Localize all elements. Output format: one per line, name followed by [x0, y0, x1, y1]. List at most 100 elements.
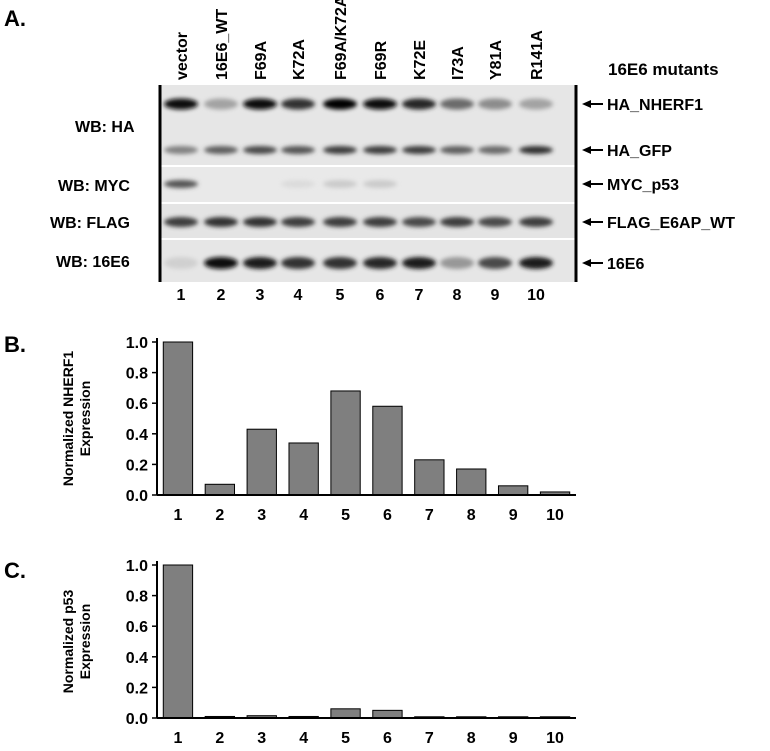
- y-tick-label: 0.4: [126, 427, 148, 444]
- x-tick-label: 4: [299, 730, 308, 747]
- x-tick-label: 7: [425, 730, 434, 747]
- bar: [456, 468, 487, 496]
- x-tick-label: 8: [467, 507, 476, 524]
- lane-number: 6: [376, 287, 385, 304]
- x-tick-label: 9: [509, 730, 518, 747]
- bar: [414, 459, 445, 496]
- x-tick-label: 6: [383, 730, 392, 747]
- y-axis-label: Normalized NHERF1Expression: [60, 351, 93, 487]
- wb-label-ha: WB: HA: [75, 119, 135, 136]
- panel-label-b: B.: [4, 332, 26, 357]
- panel-label-c: C.: [4, 558, 26, 583]
- blot-band: [440, 257, 474, 269]
- blot-band: [478, 257, 512, 269]
- blot-band: [164, 180, 198, 188]
- wb-label-flag: WB: FLAG: [50, 215, 130, 232]
- blot-band: [519, 98, 553, 110]
- blot-band: [478, 146, 512, 154]
- chart-p53: 0.0 0.2 0.4 0.6 0.8 1.0 1 2 3 4 5 6 7 8 9 10 Normalized …: [60, 558, 576, 747]
- blot-band: [440, 98, 474, 110]
- blot-bands: [164, 98, 553, 269]
- x-tick-label: 9: [509, 507, 518, 524]
- blot-band: [281, 146, 315, 154]
- band-arrow-head: [582, 259, 591, 267]
- bar: [162, 341, 194, 496]
- blot-band: [204, 146, 238, 154]
- lane-numbers: 1 2 3 4 5 6 7 8 9 10: [177, 287, 545, 304]
- lane-labels: vector 16E6_WT F69A K72A F69A/K72A F69R K72E I7…: [174, 0, 546, 80]
- blot-band: [281, 98, 315, 110]
- y-tick-label: 0.0: [126, 488, 148, 505]
- lane-label: K72A: [291, 39, 308, 80]
- blot-band: [164, 146, 198, 154]
- band-label: 16E6: [607, 256, 644, 273]
- blot-band: [164, 257, 198, 269]
- blot-band: [243, 217, 277, 227]
- x-tick-label: 10: [546, 730, 564, 747]
- mutants-label: 16E6 mutants: [608, 60, 719, 79]
- blot-band: [363, 98, 397, 110]
- blot-band: [164, 98, 198, 110]
- x-tick-label: 6: [383, 507, 392, 524]
- blot-band: [243, 146, 277, 154]
- band-arrow-head: [582, 180, 591, 188]
- blot-band: [164, 217, 198, 227]
- blot-band: [323, 217, 357, 227]
- lane-number: 9: [491, 287, 500, 304]
- blot-band: [519, 146, 553, 154]
- x-tick-label: 7: [425, 507, 434, 524]
- blot-band: [519, 217, 553, 227]
- lane-label: I73A: [450, 46, 467, 80]
- x-tick-label: 10: [546, 507, 564, 524]
- band-label: HA_GFP: [607, 143, 672, 160]
- blot-band: [478, 217, 512, 227]
- x-tick-label: 1: [173, 507, 182, 524]
- x-tick-label: 4: [299, 507, 308, 524]
- blot-band: [478, 98, 512, 110]
- x-tick-label: 5: [341, 507, 350, 524]
- blot-band: [363, 180, 397, 188]
- lane-label: F69A/K72A: [333, 0, 350, 80]
- y-axis-label: Normalized p53Expression: [60, 590, 93, 694]
- blot-band: [281, 217, 315, 227]
- lane-label: F69R: [373, 40, 390, 80]
- blot-band: [204, 217, 238, 227]
- y-tick-label: 0.2: [126, 680, 148, 697]
- bar: [330, 390, 361, 496]
- bar: [288, 442, 319, 496]
- blot-band: [204, 257, 238, 269]
- blot-band: [363, 257, 397, 269]
- lane-label: Y81A: [488, 40, 505, 80]
- blot-band: [402, 98, 436, 110]
- band-annotations: HA_NHERF1 HA_GFP MYC_p53 FLAG_E6AP_WT 16E6: [582, 97, 735, 273]
- blot-band: [323, 146, 357, 154]
- blot-band: [281, 257, 315, 269]
- lane-number: 5: [336, 287, 345, 304]
- blot-band: [323, 257, 357, 269]
- y-tick-label: 0.4: [126, 650, 148, 667]
- panel-label-a: A.: [4, 6, 26, 31]
- lane-label: vector: [174, 32, 191, 80]
- lane-label: R141A: [529, 30, 546, 80]
- blot-band: [440, 217, 474, 227]
- band-arrow-head: [582, 218, 591, 226]
- blot-band: [243, 98, 277, 110]
- wb-label-myc: WB: MYC: [58, 178, 130, 195]
- y-tick-label: 0.0: [126, 711, 148, 728]
- lane-number: 3: [256, 287, 265, 304]
- blot-band: [402, 257, 436, 269]
- blot-band: [323, 180, 357, 188]
- blot-band: [281, 180, 315, 188]
- bar: [162, 564, 194, 719]
- blot-band: [363, 146, 397, 154]
- x-tick-label: 3: [257, 730, 266, 747]
- bar: [204, 483, 236, 496]
- x-tick-label: 1: [173, 730, 182, 747]
- lane-label: F69A: [253, 40, 270, 80]
- lane-number: 2: [217, 287, 226, 304]
- blot-band: [402, 217, 436, 227]
- x-tick-label: 8: [467, 730, 476, 747]
- lane-number: 1: [177, 287, 186, 304]
- lane-number: 10: [527, 287, 545, 304]
